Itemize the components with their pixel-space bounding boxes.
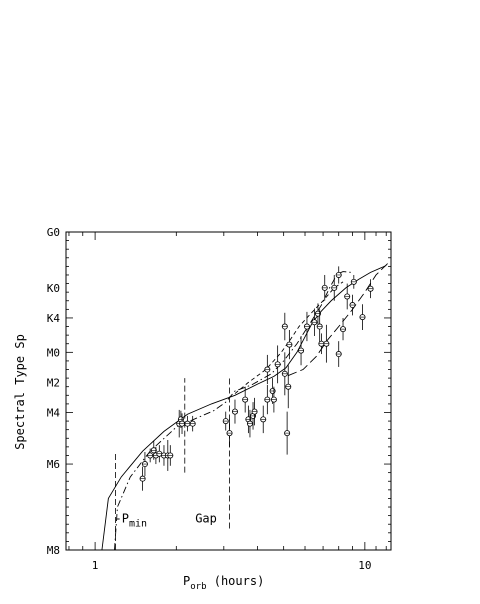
x-axis-title-main: P <box>183 574 190 588</box>
data-point <box>184 415 191 432</box>
y-tick-label: M8 <box>47 544 60 557</box>
plot-frame <box>65 231 392 551</box>
y-tick-label: G0 <box>47 226 60 239</box>
y-tick-label: M2 <box>47 376 60 389</box>
data-point <box>246 409 253 438</box>
data-point <box>264 384 271 415</box>
data-point <box>264 354 271 385</box>
data-point <box>285 365 292 409</box>
y-tick-label: K0 <box>47 282 60 295</box>
data-point <box>340 317 347 341</box>
y-tick-label: M6 <box>47 458 60 471</box>
y-axis-title: Spectral Type Sp <box>13 334 27 450</box>
y-tick-label: M4 <box>47 406 61 419</box>
data-point <box>147 448 154 463</box>
model-curve-dashed <box>234 281 344 394</box>
data-point <box>189 415 196 432</box>
annotation-sub: min <box>129 518 147 529</box>
annotations: -Pmin Gap <box>114 511 216 529</box>
data-point <box>226 419 233 447</box>
data-point <box>242 386 249 413</box>
data-point <box>303 311 310 342</box>
data-point <box>335 341 342 367</box>
data-points <box>139 266 374 491</box>
annotation-text: Gap <box>195 511 217 525</box>
data-point <box>251 397 258 426</box>
y-tick-labels: M8 M6 M4 M2 M0 K4 K0 G0 <box>47 226 61 557</box>
data-point <box>286 329 293 360</box>
data-point <box>298 335 305 366</box>
data-point <box>335 266 342 284</box>
data-point <box>156 445 163 463</box>
data-point <box>231 399 238 424</box>
annotation-main: Gap <box>195 511 217 525</box>
data-point <box>350 274 357 289</box>
data-point <box>167 445 174 466</box>
y-tick-label: M0 <box>47 346 60 359</box>
data-point <box>141 452 148 477</box>
data-point <box>281 312 288 341</box>
data-point <box>311 308 318 336</box>
data-point <box>314 303 321 324</box>
vertical-markers <box>115 378 230 550</box>
data-point <box>284 411 291 455</box>
x-axis-title: Porb (hours) <box>183 574 264 592</box>
model-curve-solid <box>101 265 387 551</box>
data-point <box>344 283 351 310</box>
tick-marks <box>66 232 391 550</box>
annotation-main: -P <box>114 511 128 525</box>
data-point <box>359 304 366 330</box>
data-point <box>349 294 356 316</box>
data-point <box>323 324 330 363</box>
x-axis-title-sub: orb <box>190 582 206 592</box>
data-point <box>222 411 229 431</box>
data-point <box>260 405 267 434</box>
data-point <box>274 345 281 384</box>
y-tick-label: K4 <box>47 312 61 325</box>
x-axis-title-rest: (hours) <box>207 574 265 588</box>
data-point <box>316 309 323 344</box>
annotation-text: -Pmin <box>114 511 147 529</box>
x-tick-label: 1 <box>92 559 99 572</box>
data-point <box>367 279 374 299</box>
data-point <box>139 466 146 491</box>
x-tick-label: 10 <box>358 559 371 572</box>
data-point <box>281 352 288 396</box>
data-point <box>270 386 277 413</box>
data-point <box>179 413 186 434</box>
data-point <box>331 274 338 301</box>
x-tick-labels: 1 10 <box>92 559 372 572</box>
data-point <box>321 274 328 301</box>
